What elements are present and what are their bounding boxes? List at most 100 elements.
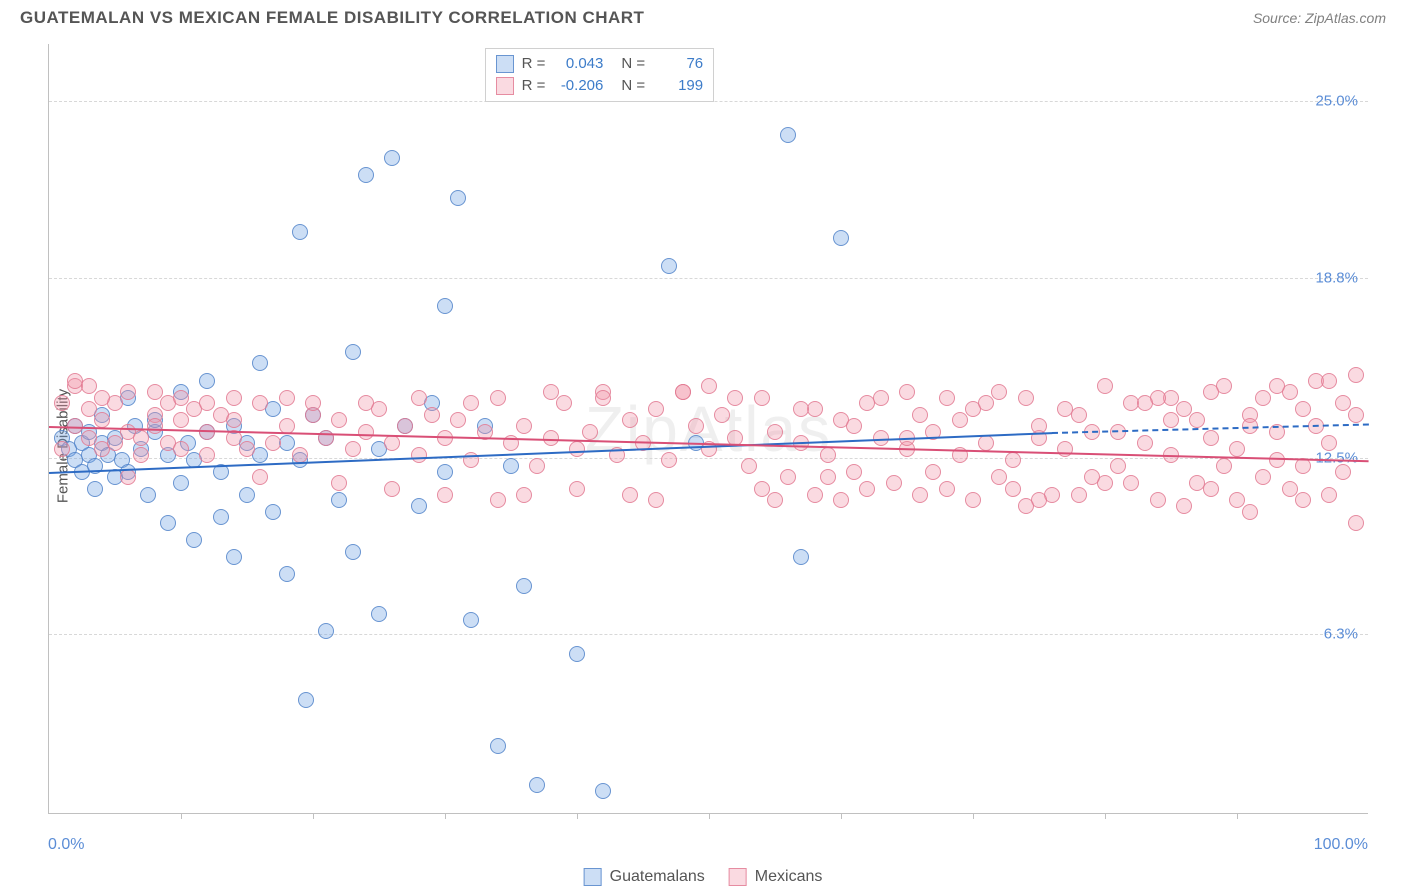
data-point <box>1282 481 1298 497</box>
data-point <box>173 441 189 457</box>
data-point <box>1005 481 1021 497</box>
data-point <box>965 492 981 508</box>
data-point <box>701 378 717 394</box>
data-point <box>298 692 314 708</box>
x-tick <box>709 813 710 819</box>
x-tick <box>577 813 578 819</box>
data-point <box>939 481 955 497</box>
data-point <box>94 390 110 406</box>
stat-n-label: N = <box>621 53 645 75</box>
data-point <box>1229 441 1245 457</box>
data-point <box>437 487 453 503</box>
data-point <box>411 498 427 514</box>
data-point <box>1203 384 1219 400</box>
data-point <box>279 566 295 582</box>
x-tick <box>973 813 974 819</box>
data-point <box>173 475 189 491</box>
data-point <box>252 395 268 411</box>
data-point <box>133 430 149 446</box>
data-point <box>345 544 361 560</box>
data-point <box>1150 492 1166 508</box>
data-point <box>741 458 757 474</box>
data-point <box>569 441 585 457</box>
data-point <box>331 475 347 491</box>
data-point <box>292 447 308 463</box>
data-point <box>199 373 215 389</box>
legend-swatch <box>729 868 747 886</box>
data-point <box>345 344 361 360</box>
data-point <box>173 412 189 428</box>
data-point <box>939 390 955 406</box>
legend-swatch <box>496 77 514 95</box>
data-point <box>1137 435 1153 451</box>
stat-n-value: 199 <box>653 75 703 97</box>
data-point <box>239 441 255 457</box>
data-point <box>991 384 1007 400</box>
data-point <box>873 390 889 406</box>
data-point <box>371 606 387 622</box>
data-point <box>1137 395 1153 411</box>
data-point <box>556 395 572 411</box>
data-point <box>754 481 770 497</box>
data-point <box>569 646 585 662</box>
data-point <box>767 424 783 440</box>
data-point <box>1348 515 1364 531</box>
data-point <box>661 452 677 468</box>
data-point <box>411 390 427 406</box>
data-point <box>595 783 611 799</box>
gridline <box>49 634 1368 635</box>
data-point <box>384 150 400 166</box>
data-point <box>226 549 242 565</box>
data-point <box>516 418 532 434</box>
data-point <box>1321 487 1337 503</box>
y-tick-label: 12.5% <box>1315 449 1358 466</box>
data-point <box>279 390 295 406</box>
chart-legend: GuatemalansMexicans <box>584 868 823 886</box>
data-point <box>67 373 83 389</box>
data-point <box>107 435 123 451</box>
stat-r-value: 0.043 <box>553 53 603 75</box>
stat-n-label: N = <box>621 75 645 97</box>
data-point <box>1321 373 1337 389</box>
data-point <box>912 407 928 423</box>
x-tick <box>841 813 842 819</box>
data-point <box>846 464 862 480</box>
data-point <box>54 395 70 411</box>
data-point <box>265 504 281 520</box>
data-point <box>1057 441 1073 457</box>
data-point <box>87 481 103 497</box>
data-point <box>265 435 281 451</box>
gridline <box>49 278 1368 279</box>
y-tick-label: 18.8% <box>1315 269 1358 286</box>
data-point <box>595 390 611 406</box>
data-point <box>793 549 809 565</box>
data-point <box>1018 390 1034 406</box>
data-point <box>754 390 770 406</box>
data-point <box>120 469 136 485</box>
y-tick-label: 25.0% <box>1315 93 1358 110</box>
data-point <box>318 430 334 446</box>
stats-legend-box: R =0.043N =76R =-0.206N =199 <box>485 48 715 102</box>
x-axis-max-label: 100.0% <box>1314 836 1368 854</box>
data-point <box>147 384 163 400</box>
data-point <box>94 412 110 428</box>
data-point <box>81 401 97 417</box>
data-point <box>358 424 374 440</box>
data-point <box>1176 498 1192 514</box>
data-point <box>1348 367 1364 383</box>
x-tick <box>445 813 446 819</box>
data-point <box>516 578 532 594</box>
data-point <box>767 492 783 508</box>
x-tick <box>1105 813 1106 819</box>
data-point <box>833 492 849 508</box>
data-point <box>1123 475 1139 491</box>
data-point <box>886 475 902 491</box>
data-point <box>160 515 176 531</box>
data-point <box>793 401 809 417</box>
data-point <box>463 395 479 411</box>
data-point <box>569 481 585 497</box>
data-point <box>490 492 506 508</box>
data-point <box>305 395 321 411</box>
data-point <box>54 441 70 457</box>
data-point <box>846 418 862 434</box>
